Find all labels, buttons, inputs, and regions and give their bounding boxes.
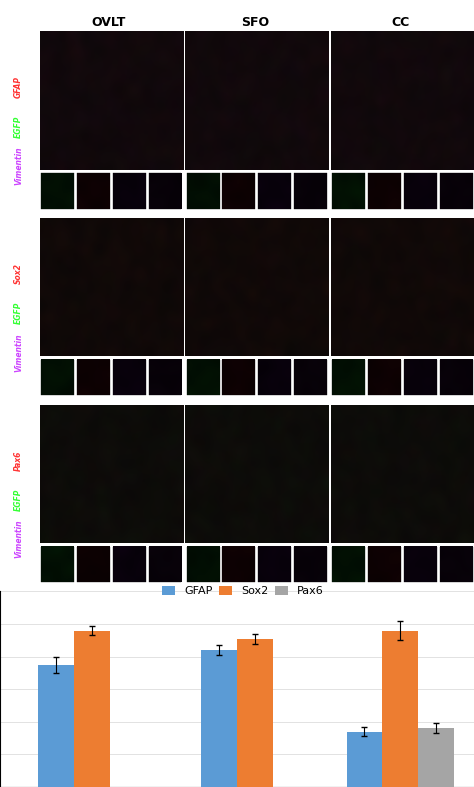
FancyBboxPatch shape [258,360,291,395]
Text: SFO: SFO [241,16,269,28]
FancyBboxPatch shape [332,360,365,395]
FancyBboxPatch shape [368,547,401,582]
Text: Pax6: Pax6 [14,450,23,471]
Bar [419,728,455,787]
FancyBboxPatch shape [77,547,110,582]
FancyBboxPatch shape [368,360,401,395]
FancyBboxPatch shape [439,360,473,395]
Text: EGFP: EGFP [14,302,23,324]
Bar [201,650,237,787]
Bar [346,732,383,787]
FancyBboxPatch shape [113,547,146,582]
FancyBboxPatch shape [148,173,182,209]
FancyBboxPatch shape [439,547,473,582]
Bar [37,665,73,787]
FancyBboxPatch shape [404,547,437,582]
Bar [237,639,273,787]
Text: c: c [14,410,23,425]
FancyBboxPatch shape [222,360,255,395]
Text: a: a [13,37,24,52]
FancyBboxPatch shape [77,360,110,395]
FancyBboxPatch shape [222,547,255,582]
Text: b: b [13,224,24,238]
FancyBboxPatch shape [332,173,365,209]
FancyBboxPatch shape [258,173,291,209]
Bar [383,630,419,787]
FancyBboxPatch shape [439,173,473,209]
FancyBboxPatch shape [294,547,327,582]
FancyBboxPatch shape [258,547,291,582]
Bar [73,630,109,787]
FancyBboxPatch shape [41,547,74,582]
FancyBboxPatch shape [41,360,74,395]
Text: CC: CC [392,16,410,28]
Legend: GFAP, Sox2, Pax6: GFAP, Sox2, Pax6 [157,582,328,600]
FancyBboxPatch shape [332,547,365,582]
Text: Sox2: Sox2 [14,264,23,284]
FancyBboxPatch shape [148,547,182,582]
FancyBboxPatch shape [368,173,401,209]
FancyBboxPatch shape [77,173,110,209]
FancyBboxPatch shape [222,173,255,209]
FancyBboxPatch shape [294,173,327,209]
FancyBboxPatch shape [187,547,219,582]
Text: Vimentin: Vimentin [14,520,23,559]
FancyBboxPatch shape [187,173,219,209]
FancyBboxPatch shape [148,360,182,395]
FancyBboxPatch shape [404,360,437,395]
FancyBboxPatch shape [404,173,437,209]
FancyBboxPatch shape [187,360,219,395]
Text: EGFP: EGFP [14,116,23,138]
FancyBboxPatch shape [41,173,74,209]
FancyBboxPatch shape [294,360,327,395]
Text: OVLT: OVLT [91,16,126,28]
FancyBboxPatch shape [113,360,146,395]
FancyBboxPatch shape [113,173,146,209]
Text: Vimentin: Vimentin [14,146,23,185]
Text: GFAP: GFAP [14,76,23,98]
Text: Vimentin: Vimentin [14,334,23,371]
Text: EGFP: EGFP [14,489,23,511]
